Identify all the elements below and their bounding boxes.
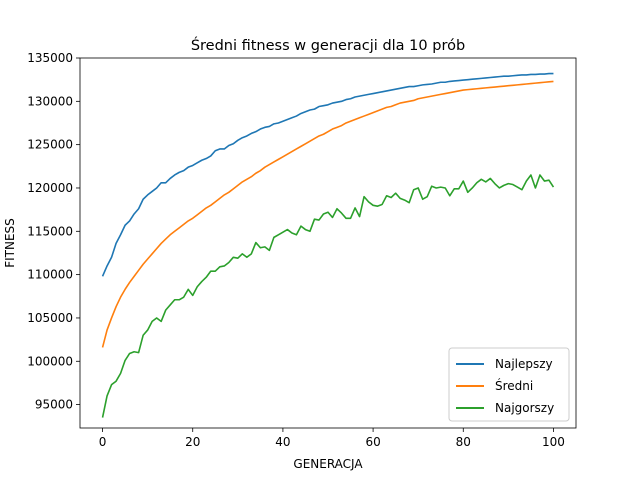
axes-layer: [79, 57, 577, 429]
legend: Najlepszy Średni Najgorszy: [448, 347, 570, 422]
chart-title: Średni fitness w generacji dla 10 prób: [191, 36, 465, 54]
y-tick-label: 100000: [27, 354, 73, 368]
y-tick-label: 105000: [27, 311, 73, 325]
y-tick-label: 95000: [35, 398, 73, 412]
legend-label-najlepszy: Najlepszy: [495, 357, 553, 371]
x-tick-label: 80: [456, 435, 471, 449]
series-line-0: [101, 72, 554, 277]
legend-label-najgorszy: Najgorszy: [495, 401, 554, 415]
plot-frame: [79, 57, 577, 429]
x-ticks: 0 20 40 60 80 100: [99, 428, 565, 449]
x-axis-label: GENERACJA: [293, 457, 363, 471]
y-tick-label: 130000: [27, 94, 73, 108]
y-tick-label: 120000: [27, 181, 73, 195]
x-tick-label: 100: [542, 435, 565, 449]
y-axis-label: FITNESS: [3, 218, 17, 268]
y-tick-label: 110000: [27, 268, 73, 282]
series-line-2: [101, 174, 555, 418]
legend-label-sredni: Średni: [495, 378, 533, 393]
y-tick-label: 125000: [27, 138, 73, 152]
x-tick-label: 60: [365, 435, 380, 449]
series-layer: [101, 72, 555, 418]
x-tick-label: 0: [99, 435, 107, 449]
series-line-1: [101, 80, 554, 348]
y-tick-label: 135000: [27, 51, 73, 65]
x-tick-label: 40: [275, 435, 290, 449]
y-ticks: 95000 100000 105000 110000 115000 120000 12500…: [27, 51, 80, 412]
x-tick-label: 20: [185, 435, 200, 449]
legend-box: [448, 347, 570, 422]
y-tick-label: 115000: [27, 224, 73, 238]
